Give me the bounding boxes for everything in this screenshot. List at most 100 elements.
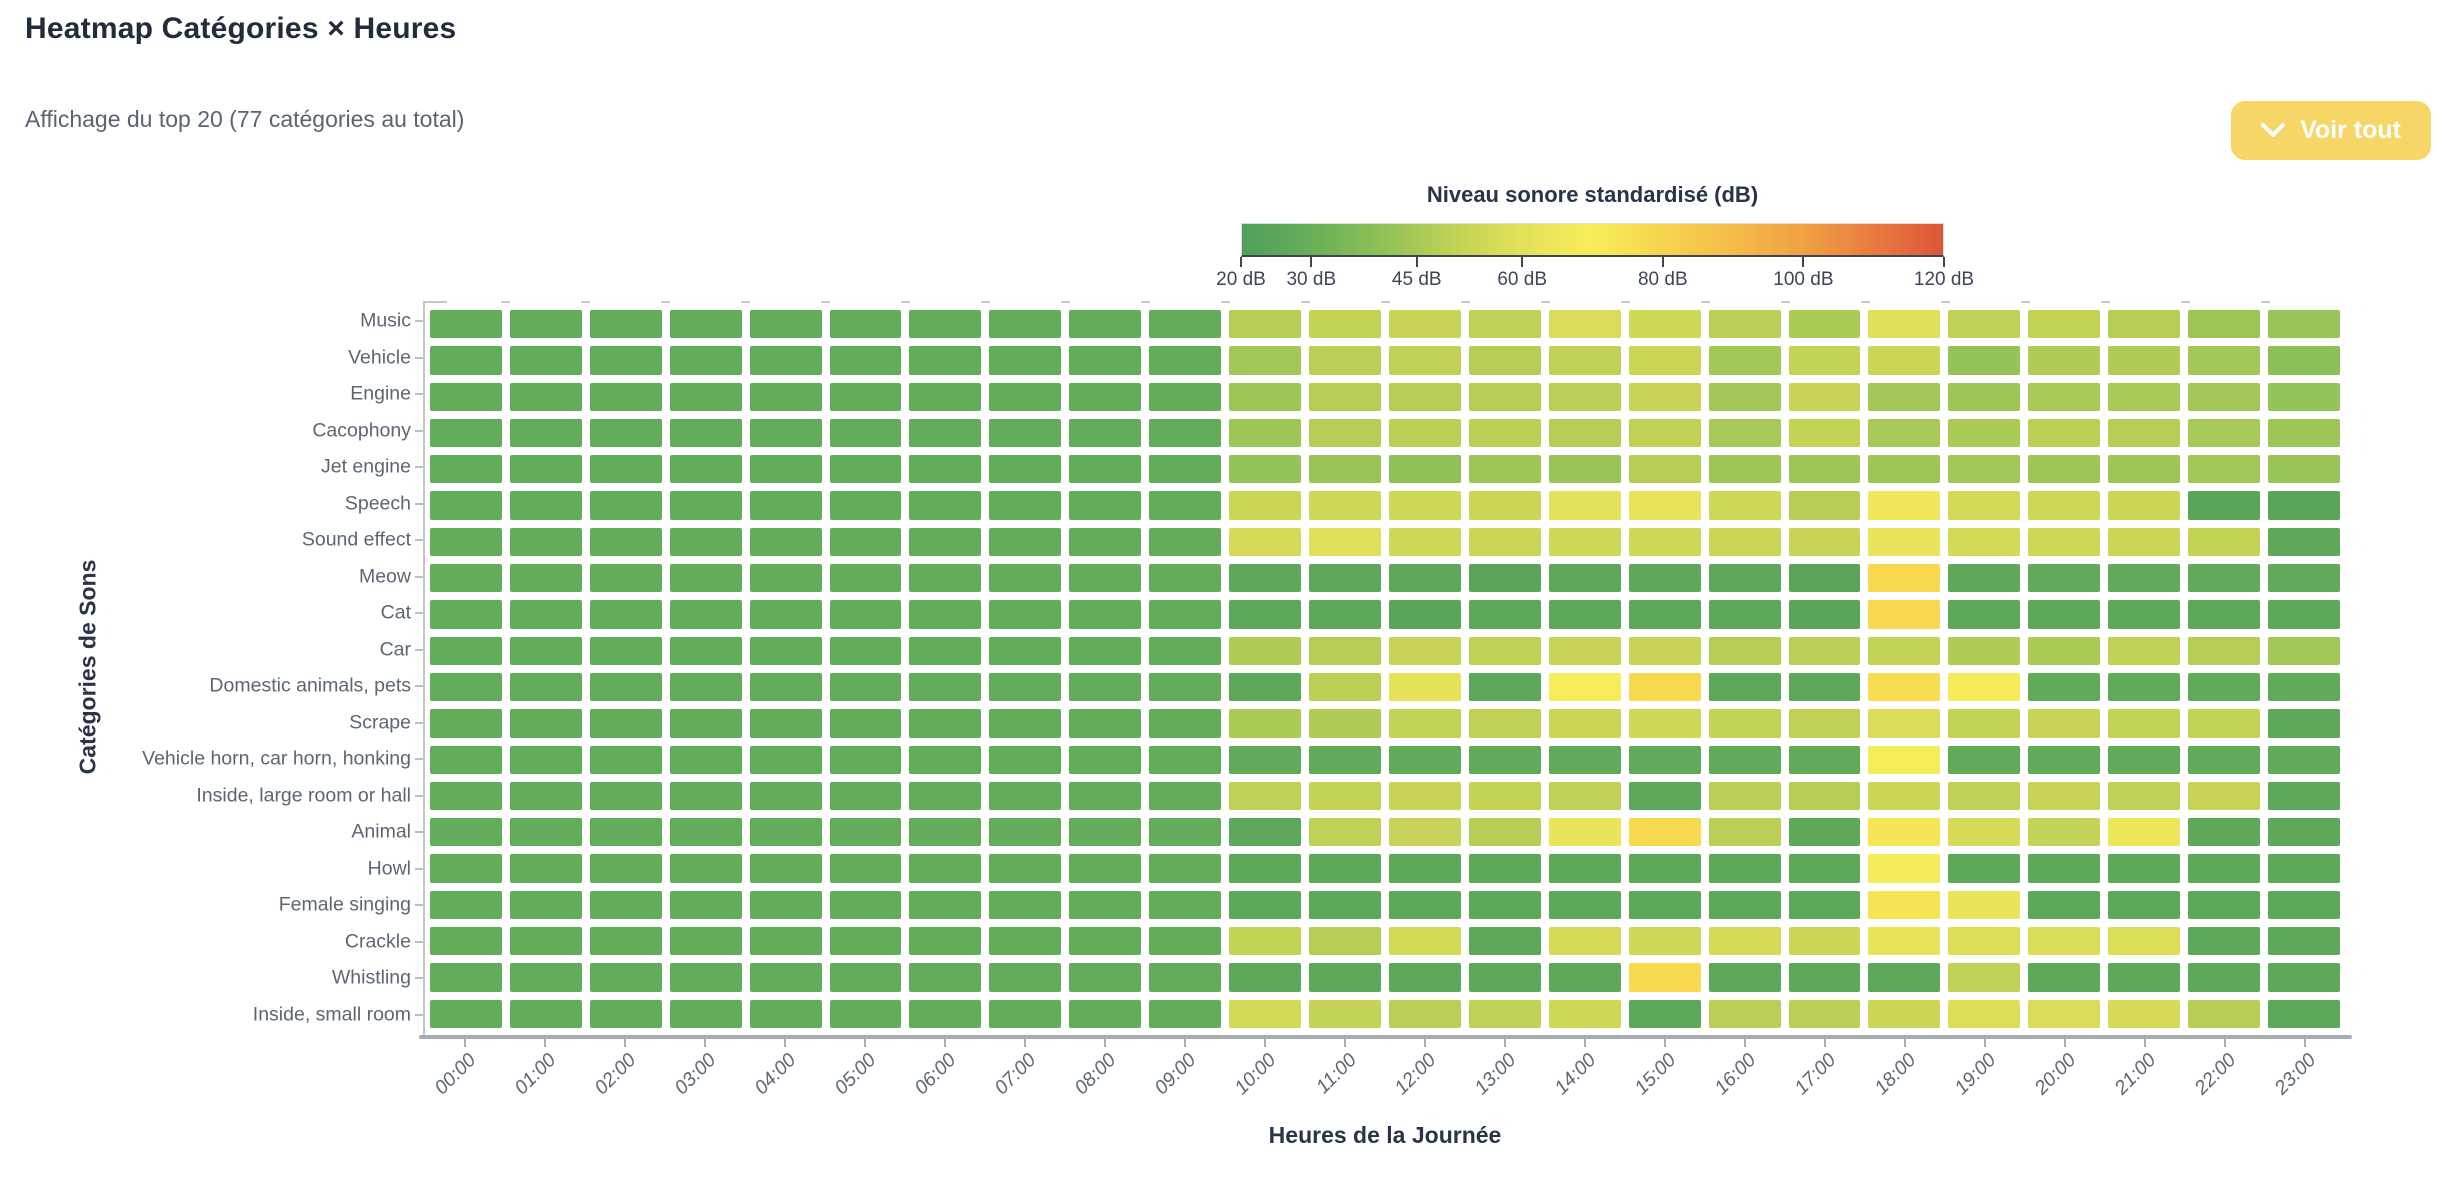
heatmap-cell bbox=[2028, 636, 2101, 665]
heatmap-cell bbox=[589, 999, 662, 1028]
heatmap-cell bbox=[829, 854, 902, 883]
heatmap-cell bbox=[2028, 564, 2101, 593]
heatmap-cell bbox=[1948, 455, 2021, 484]
heatmap-cell bbox=[1948, 382, 2021, 411]
heatmap-cell bbox=[1948, 854, 2021, 883]
heatmap-cell bbox=[1708, 781, 1781, 811]
heatmap-cell bbox=[1868, 382, 1941, 411]
heatmap-cell bbox=[430, 672, 502, 702]
heatmap-cell bbox=[2188, 672, 2261, 702]
heatmap-cell bbox=[430, 999, 502, 1028]
heatmap-cell bbox=[1708, 564, 1781, 593]
heatmap-cell bbox=[589, 564, 662, 593]
y-tick-label: Crackle bbox=[344, 930, 411, 953]
heatmap-cell bbox=[589, 672, 662, 702]
heatmap-cell bbox=[2268, 963, 2340, 992]
heatmap-cell bbox=[589, 927, 662, 956]
heatmap-cell bbox=[2028, 745, 2101, 774]
heatmap-cell bbox=[989, 382, 1062, 411]
heatmap-cell bbox=[1069, 382, 1142, 411]
heatmap-cell bbox=[1548, 709, 1621, 738]
heatmap-cell bbox=[1468, 491, 1541, 520]
heatmap-cell bbox=[1229, 600, 1302, 629]
heatmap-cell bbox=[1309, 672, 1381, 702]
heatmap-cell bbox=[1309, 927, 1381, 956]
colorbar-tick-label: 120 dB bbox=[1913, 269, 1975, 290]
heatmap-cell bbox=[1868, 927, 1941, 956]
heatmap-cell bbox=[1548, 636, 1621, 665]
heatmap-cell bbox=[2268, 346, 2340, 375]
heatmap-cell bbox=[1868, 527, 1941, 557]
heatmap-cell bbox=[669, 418, 742, 448]
view-all-button-label: Voir tout bbox=[2300, 116, 2401, 144]
heatmap-cell bbox=[1548, 745, 1621, 774]
heatmap-cell bbox=[1548, 310, 1621, 339]
heatmap-cell bbox=[2028, 418, 2101, 448]
heatmap-cell bbox=[430, 890, 502, 920]
colorbar-tick-label: 60 dB bbox=[1497, 269, 1548, 290]
heatmap-cell bbox=[1548, 818, 1621, 847]
heatmap-cell bbox=[1149, 963, 1222, 992]
heatmap-cell bbox=[1788, 382, 1861, 411]
top-axis-dash bbox=[1460, 301, 1470, 303]
heatmap-cell bbox=[2268, 927, 2340, 956]
heatmap-cell bbox=[1229, 636, 1302, 665]
heatmap-cell bbox=[430, 346, 502, 375]
heatmap-cell bbox=[1948, 745, 2021, 774]
top-axis-dash bbox=[1300, 301, 1310, 303]
heatmap-cell bbox=[2028, 310, 2101, 339]
y-tick bbox=[415, 612, 423, 615]
heatmap-cell bbox=[1708, 310, 1781, 339]
x-tick bbox=[2224, 1038, 2226, 1047]
heatmap-cell bbox=[909, 854, 982, 883]
heatmap-cell bbox=[2108, 455, 2181, 484]
x-tick-label: 17:00 bbox=[1790, 1049, 1841, 1100]
heatmap-cell bbox=[509, 382, 582, 411]
heatmap-cell bbox=[509, 418, 582, 448]
heatmap-cell bbox=[2268, 491, 2340, 520]
x-tick-label: 07:00 bbox=[990, 1049, 1041, 1100]
heatmap-cell bbox=[1548, 418, 1621, 448]
top-axis-dash bbox=[2020, 301, 2030, 303]
heatmap-cell bbox=[1309, 382, 1381, 411]
top-axis-dash bbox=[1620, 301, 1630, 303]
x-tick-label: 16:00 bbox=[1710, 1049, 1761, 1100]
heatmap-cell bbox=[1868, 310, 1941, 339]
x-tick-label: 05:00 bbox=[830, 1049, 881, 1100]
heatmap-grid[interactable] bbox=[425, 303, 2345, 1033]
heatmap-cell bbox=[829, 745, 902, 774]
heatmap-cell bbox=[1788, 455, 1861, 484]
heatmap-cell bbox=[1548, 854, 1621, 883]
x-tick-label: 11:00 bbox=[1311, 1049, 1361, 1099]
heatmap-cell bbox=[1788, 999, 1861, 1028]
heatmap-cell bbox=[1628, 310, 1701, 339]
heatmap-cell bbox=[1708, 745, 1781, 774]
heatmap-cell bbox=[2188, 709, 2261, 738]
heatmap-cell bbox=[2188, 382, 2261, 411]
top-axis-dash bbox=[2260, 301, 2270, 303]
x-tick-label: 04:00 bbox=[750, 1049, 801, 1100]
y-tick bbox=[415, 867, 423, 870]
heatmap-cell bbox=[669, 382, 742, 411]
x-tick-label: 20:00 bbox=[2030, 1049, 2081, 1100]
heatmap-cell bbox=[1628, 854, 1701, 883]
heatmap-cell bbox=[1229, 890, 1302, 920]
heatmap-cell bbox=[1388, 527, 1461, 557]
x-axis-line bbox=[419, 1035, 2352, 1039]
y-tick bbox=[415, 466, 423, 469]
heatmap-cell bbox=[989, 818, 1062, 847]
heatmap-cell bbox=[749, 564, 822, 593]
heatmap-cell bbox=[1548, 963, 1621, 992]
x-tick bbox=[2064, 1038, 2066, 1047]
heatmap-cell bbox=[749, 927, 822, 956]
heatmap-cell bbox=[1468, 310, 1541, 339]
heatmap-cell bbox=[749, 745, 822, 774]
heatmap-cell bbox=[2028, 781, 2101, 811]
heatmap-cell bbox=[589, 310, 662, 339]
view-all-button[interactable]: Voir tout bbox=[2231, 101, 2431, 160]
top-axis-dash bbox=[1380, 301, 1390, 303]
heatmap-cell bbox=[509, 564, 582, 593]
heatmap-cell bbox=[509, 310, 582, 339]
y-tick-label: Music bbox=[360, 309, 411, 332]
heatmap-cell bbox=[989, 745, 1062, 774]
